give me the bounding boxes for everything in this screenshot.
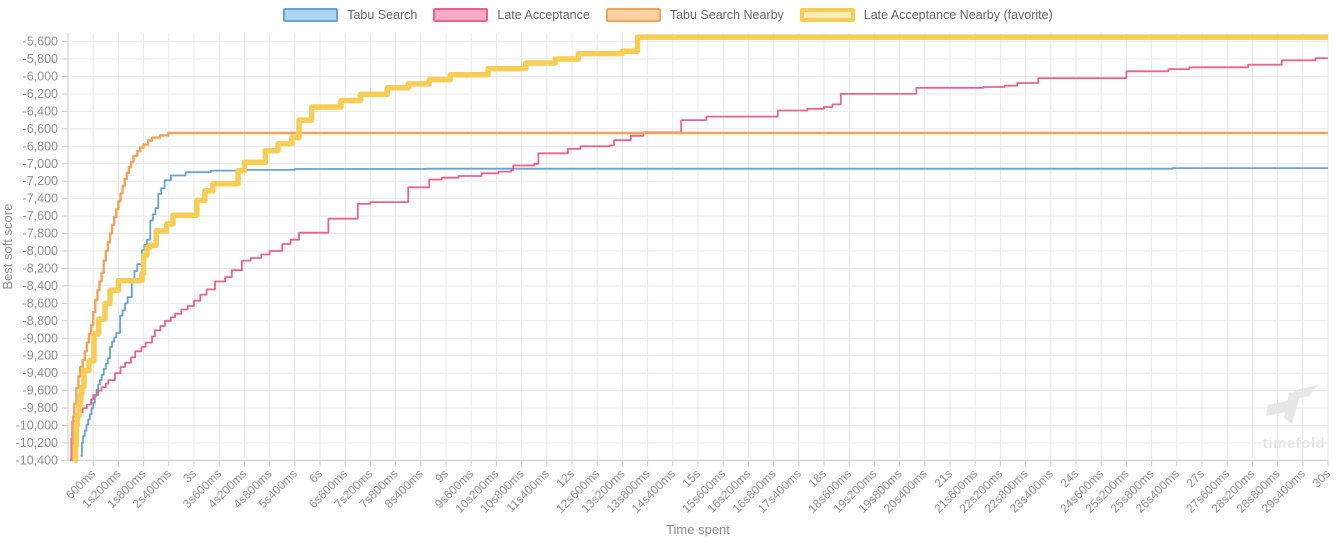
y-tick-label: -7,800 <box>23 227 58 241</box>
y-tick-label: -9,800 <box>23 401 58 415</box>
legend-label: Tabu Search Nearby <box>669 8 784 22</box>
x-tick-label: 6s <box>306 467 325 486</box>
y-tick-label: -6,400 <box>23 104 58 118</box>
y-tick-label: -7,000 <box>23 157 58 171</box>
legend-swatch-late-acceptance-nearby-favorite <box>799 8 855 22</box>
legend-label: Late Acceptance <box>497 8 590 22</box>
y-tick-label: -5,800 <box>23 52 58 66</box>
y-tick-label: -8,600 <box>23 296 58 310</box>
series-line-late-acceptance-nearby-favorite <box>72 34 1328 464</box>
legend-swatch-tabu-search <box>283 8 339 22</box>
x-axis-title: Time spent <box>666 522 730 537</box>
y-tick-label: -9,600 <box>23 384 58 398</box>
y-axis-title: Best soft score <box>0 204 15 290</box>
y-tick-label: -9,200 <box>23 349 58 363</box>
legend-swatch-late-acceptance <box>433 8 489 22</box>
y-tick-label: -6,600 <box>23 122 58 136</box>
y-tick-label: -6,200 <box>23 87 58 101</box>
y-tick-label: -6,000 <box>23 70 58 84</box>
legend-item-tabu-search[interactable]: Tabu Search <box>283 8 417 22</box>
x-tick-label: 9s <box>432 467 451 486</box>
y-tick-label: -8,800 <box>23 314 58 328</box>
legend-label: Tabu Search <box>347 8 418 22</box>
y-tick-label: -5,600 <box>23 35 58 49</box>
legend-label: Late Acceptance Nearby (favorite) <box>863 8 1053 22</box>
legend-swatch-tabu-search-nearby <box>605 8 661 22</box>
legend-item-tabu-search-nearby[interactable]: Tabu Search Nearby <box>605 8 784 22</box>
chart-legend: Tabu Search Late Acceptance Tabu Search Ne… <box>0 8 1336 22</box>
x-tick-label: 30s <box>1310 467 1334 491</box>
series-line-tabu-search-nearby <box>71 131 1328 462</box>
y-tick-label: -7,200 <box>23 174 58 188</box>
x-tick-label: 3s <box>180 467 199 486</box>
y-tick-label: -10,400 <box>16 453 58 467</box>
y-tick-label: -10,200 <box>16 436 58 450</box>
y-tick-label: -10,000 <box>16 419 58 433</box>
legend-item-late-acceptance[interactable]: Late Acceptance <box>433 8 590 22</box>
legend-item-late-acceptance-nearby-favorite[interactable]: Late Acceptance Nearby (favorite) <box>799 8 1053 22</box>
y-tick-label: -9,400 <box>23 366 58 380</box>
series-line-tabu-search <box>80 167 1328 457</box>
y-tick-label: -8,000 <box>23 244 58 258</box>
y-tick-label: -8,200 <box>23 261 58 275</box>
series-line-late-acceptance <box>70 57 1328 462</box>
y-tick-label: -7,600 <box>23 209 58 223</box>
y-tick-label: -9,000 <box>23 331 58 345</box>
y-tick-label: -8,400 <box>23 279 58 293</box>
y-tick-label: -6,800 <box>23 139 58 153</box>
y-tick-label: -7,400 <box>23 192 58 206</box>
